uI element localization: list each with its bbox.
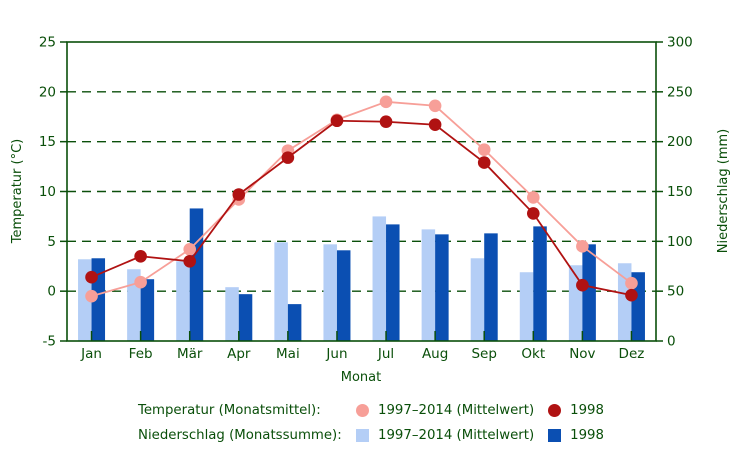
left-tick-label: -5 (43, 334, 56, 350)
temp-point (85, 270, 98, 284)
temp-point (477, 143, 491, 156)
temp-point (281, 151, 295, 164)
temp-point (477, 156, 491, 169)
temp-point (85, 289, 98, 303)
precip-1998-marker-icon (548, 429, 562, 442)
legend-temperature-label: Temperatur (Monatsmittel): (138, 403, 321, 418)
legend-precip-mean-text: 1997–2014 (Mittelwert) (378, 428, 535, 443)
legend-row-precipitation: Niederschlag (Monatssumme): 1997–2014 (M… (138, 423, 618, 448)
temp-1998-marker-icon (548, 404, 562, 417)
temp-point (428, 118, 442, 132)
right-tick-label: 300 (667, 35, 693, 51)
temp-point (232, 188, 246, 201)
legend: Temperatur (Monatsmittel): 1997–2014 (Mi… (138, 398, 618, 448)
month-tick-label: Mai (276, 346, 300, 362)
precip-bar (225, 287, 239, 341)
month-tick-label: Nov (569, 346, 595, 362)
precip-bar (372, 216, 387, 341)
left-tick-label: 0 (47, 284, 56, 300)
precip-bar (470, 258, 485, 341)
precip-bar (582, 244, 596, 341)
temp-point (576, 240, 589, 253)
temp-point (183, 243, 197, 256)
legend-item-precip-1998: 1998 (548, 428, 604, 443)
legend-precip-1998-text: 1998 (570, 428, 604, 443)
temp-point (134, 275, 147, 289)
temp-point (526, 191, 540, 204)
left-tick-label: 25 (39, 35, 56, 51)
precipitation-bars (78, 208, 645, 341)
temp-point (625, 276, 638, 290)
left-tick-label: 15 (39, 134, 56, 150)
month-tick-label: Feb (129, 346, 153, 362)
precip-bar (189, 208, 204, 341)
month-tick-label: Jan (80, 346, 102, 362)
precip-bar (336, 250, 351, 341)
left-tick-label: 20 (39, 84, 56, 100)
precip-bar (176, 261, 190, 341)
temp-point (625, 288, 638, 302)
month-tick-label: Jun (325, 346, 347, 362)
bars-mean (78, 216, 632, 341)
month-tick-label: Dez (619, 346, 645, 362)
precip-bar (274, 242, 288, 341)
temp-line-mean (85, 95, 638, 303)
gridlines (67, 91, 656, 292)
legend-row-temperature: Temperatur (Monatsmittel): 1997–2014 (Mi… (138, 398, 618, 423)
precip-bar (140, 279, 155, 341)
precip-bar (238, 294, 253, 341)
legend-item-temp-mean: 1997–2014 (Mittelwert) (356, 403, 534, 418)
right-tick-label: 50 (667, 284, 684, 300)
right-tick-label: 250 (667, 84, 693, 100)
month-tick-label: Sep (471, 346, 496, 362)
temp-point (183, 254, 197, 268)
right-tick-label: 0 (667, 334, 676, 350)
right-axis-title: Niederschlag (mm) (716, 128, 731, 254)
temp-point (576, 278, 589, 292)
left-tick-label: 5 (47, 234, 56, 250)
precip-bar (533, 226, 547, 341)
month-tick-label: Apr (227, 346, 251, 362)
month-tick-label: Aug (422, 346, 448, 362)
legend-temp-1998-text: 1998 (570, 403, 604, 418)
precip-bar (484, 233, 498, 341)
right-tick-label: 100 (667, 234, 693, 250)
temp-point (379, 95, 393, 109)
legend-temp-mean-text: 1997–2014 (Mittelwert) (378, 403, 535, 418)
temp-point (330, 114, 344, 128)
precip-bar (435, 234, 449, 341)
precip-bar (386, 224, 400, 341)
legend-item-temp-1998: 1998 (548, 403, 604, 418)
precip-bar (421, 229, 436, 341)
precip-bar (519, 272, 534, 341)
precip-bar (323, 244, 337, 341)
legend-item-precip-mean: 1997–2014 (Mittelwert) (356, 428, 534, 443)
temp-point (526, 207, 540, 220)
temp-line-1998 (85, 114, 638, 302)
left-tick-label: 10 (39, 184, 56, 200)
bars-1998 (91, 208, 645, 341)
precip-bar (287, 304, 302, 341)
precip-bar (631, 272, 645, 341)
right-tick-label: 200 (667, 134, 693, 150)
temp-point (134, 249, 147, 263)
precip-mean-marker-icon (356, 429, 369, 442)
x-axis-title: Monat (340, 370, 382, 385)
month-tick-label: Okt (521, 346, 545, 362)
temp-mean-marker-icon (356, 404, 369, 417)
right-tick-label: 150 (667, 184, 693, 200)
month-tick-label: Mär (177, 346, 203, 362)
left-axis-title: Temperatur (°C) (10, 138, 25, 244)
month-tick-label: Jul (377, 346, 394, 362)
temp-point (428, 99, 442, 113)
legend-precipitation-label: Niederschlag (Monatssumme): (138, 428, 342, 443)
temp-point (379, 115, 393, 129)
